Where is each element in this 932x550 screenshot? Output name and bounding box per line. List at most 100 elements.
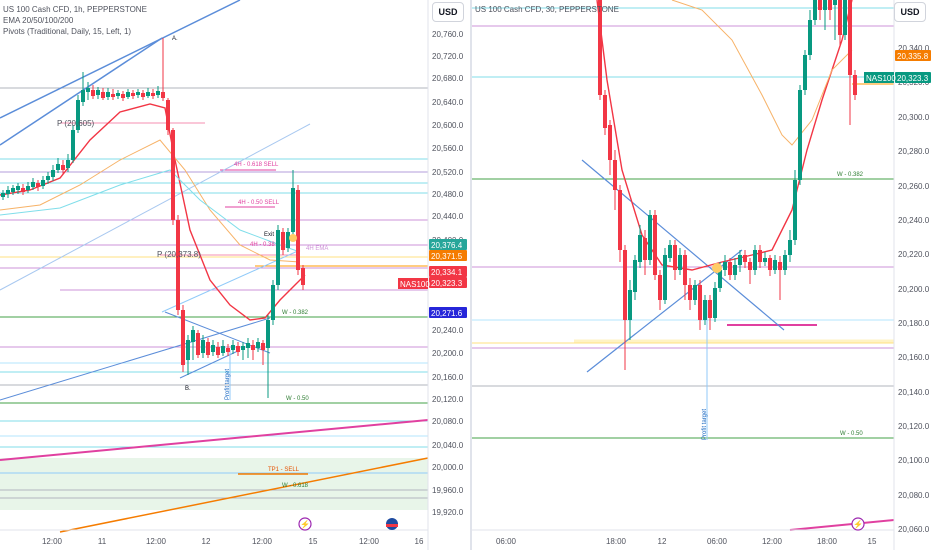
candle-body xyxy=(296,190,300,270)
price-tick-label: 20,140.0 xyxy=(898,388,930,397)
candle-body xyxy=(126,92,130,97)
currency-button[interactable]: USD xyxy=(894,2,926,22)
lightning-event-icon[interactable] xyxy=(851,517,865,531)
currency-button[interactable]: USD xyxy=(432,2,464,22)
candle-body xyxy=(251,345,255,350)
w-618-label: W - 0.618 xyxy=(282,483,309,489)
candle-body xyxy=(131,93,135,96)
candle-body xyxy=(221,346,225,353)
trend-line[interactable] xyxy=(0,123,311,291)
long-trend-line-orange[interactable] xyxy=(59,457,429,533)
candle-body xyxy=(738,255,742,265)
candle-body xyxy=(226,348,230,352)
long-trend-line[interactable] xyxy=(789,519,895,531)
candle-body xyxy=(698,285,702,320)
price-tick-label: 20,760.0 xyxy=(432,30,464,39)
chart-pane-30m[interactable]: W - 0.382 W - 0.50 Profit target 20,340.0 2… xyxy=(472,0,932,550)
price-tick-label: 20,260.0 xyxy=(898,182,930,191)
candle-body xyxy=(608,125,612,160)
time-tick-label: 06:00 xyxy=(707,537,728,546)
price-tag-bg xyxy=(429,266,467,277)
candle-body xyxy=(116,93,120,96)
candle-body xyxy=(111,94,115,97)
w-50-label: W - 0.50 xyxy=(840,431,863,437)
time-tick-label: 18:00 xyxy=(817,537,838,546)
candle-body xyxy=(823,0,827,10)
candle-body xyxy=(743,255,747,262)
candle-body xyxy=(713,288,717,318)
price-tick-label: 20,100.0 xyxy=(898,456,930,465)
time-tick-label: 11 xyxy=(98,537,107,546)
candle-body xyxy=(778,262,782,270)
h4-50-label: 4H - 0.50 SELL xyxy=(238,200,280,206)
symbol-title: US 100 Cash CFD, 1h, PEPPERSTONE xyxy=(3,5,147,14)
candle-body xyxy=(803,55,807,90)
h4-618-label: 4H - 0.618 SELL xyxy=(234,162,279,168)
candle-body xyxy=(813,0,817,20)
candle-body xyxy=(723,262,727,270)
price-tag: 20,334.1 xyxy=(431,268,463,277)
price-tick-label: 20,120.0 xyxy=(432,395,464,404)
price-tick-label: 20,720.0 xyxy=(432,52,464,61)
candle-body xyxy=(101,92,105,98)
chart-pane-1h[interactable]: A. B. P (20,605) P (20,373.8) 4H - 0.618 SEL… xyxy=(0,0,470,550)
profit-target-label: Profit target xyxy=(702,409,708,440)
candle-body xyxy=(71,130,75,160)
price-tick-label: 20,080.0 xyxy=(432,417,464,426)
candle-body xyxy=(748,262,752,270)
candle-body xyxy=(598,0,602,95)
price-tick-label: 20,160.0 xyxy=(432,373,464,382)
pivot-p2-label: P (20,373.8) xyxy=(157,250,201,259)
price-tag: 20,323.3 xyxy=(431,279,463,288)
symbol-title: US 100 Cash CFD, 30, PEPPERSTONE xyxy=(475,5,619,14)
symbol-tag: NAS100 xyxy=(866,74,896,83)
price-tag: 20,271.6 xyxy=(431,309,463,318)
trend-line[interactable] xyxy=(0,317,271,401)
price-tag: 20,371.5 xyxy=(431,252,463,261)
candle-body xyxy=(36,183,40,187)
candle-body xyxy=(728,262,732,275)
lightning-event-icon[interactable] xyxy=(298,517,312,531)
candle-body xyxy=(286,232,290,248)
price-axis[interactable] xyxy=(894,0,932,550)
time-tick-label: 18:00 xyxy=(606,537,627,546)
candle-body xyxy=(618,190,622,250)
candle-body xyxy=(191,330,195,342)
candle-body xyxy=(31,182,35,187)
h4-ema-label: 4H EMA xyxy=(306,246,328,252)
signal-marker[interactable] xyxy=(289,234,297,242)
price-tick-label: 20,160.0 xyxy=(898,353,930,362)
signal-marker[interactable] xyxy=(712,263,722,273)
candle-body xyxy=(763,258,767,262)
price-tick-label: 20,200.0 xyxy=(432,349,464,358)
candle-body xyxy=(181,310,185,365)
pane-divider[interactable] xyxy=(470,0,472,550)
candle-body xyxy=(171,130,175,220)
channel-line-upper[interactable] xyxy=(0,0,241,119)
candle-body xyxy=(161,92,165,98)
price-tag-bg xyxy=(429,250,467,261)
candle-body xyxy=(643,238,647,260)
w-382-label: W - 0.382 xyxy=(282,310,309,316)
chart-canvas-1h[interactable]: A. B. P (20,605) P (20,373.8) 4H - 0.618 SEL… xyxy=(0,0,470,550)
candle-body xyxy=(818,0,822,10)
price-tick-label: 20,180.0 xyxy=(898,319,930,328)
long-trend-line[interactable] xyxy=(0,419,429,461)
price-tick-label: 20,480.0 xyxy=(432,190,464,199)
candle-body xyxy=(628,290,632,320)
candle-body xyxy=(733,265,737,275)
pivot-p1-label: P (20,605) xyxy=(57,119,95,128)
wedge-line-upper[interactable] xyxy=(581,159,785,331)
price-tick-label: 20,120.0 xyxy=(898,422,930,431)
pivots-indicator-label[interactable]: Pivots (Traditional, Daily, 15, Left, 1) xyxy=(3,27,132,36)
candle-body xyxy=(301,268,305,285)
price-tick-label: 20,040.0 xyxy=(432,441,464,450)
candle-body xyxy=(668,245,672,258)
candle-body xyxy=(638,235,642,262)
candle-body xyxy=(708,300,712,318)
time-tick-label: 06:00 xyxy=(496,537,517,546)
ema-indicator-label[interactable]: EMA 20/50/100/200 xyxy=(3,16,74,25)
time-tick-label: 12 xyxy=(202,537,211,546)
candle-body xyxy=(146,92,150,96)
